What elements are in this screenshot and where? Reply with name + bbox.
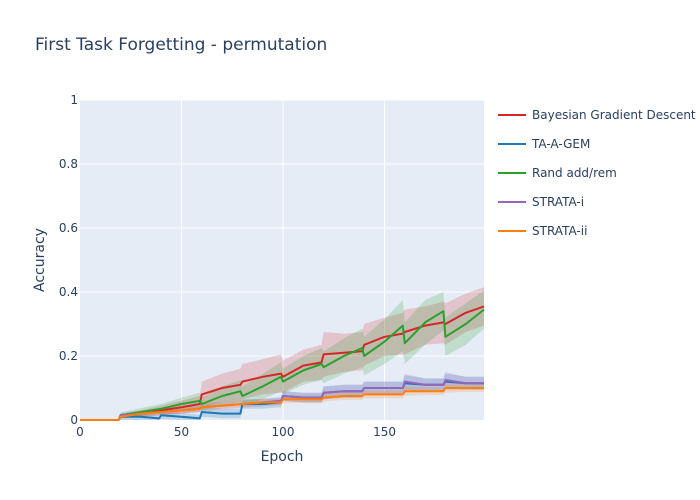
gridlines <box>80 99 484 420</box>
legend-item[interactable]: STRATA-i <box>498 195 584 209</box>
series-line <box>80 387 484 421</box>
y-tick-label: 0 <box>70 413 78 427</box>
legend-label: Rand add/rem <box>532 166 617 180</box>
x-tick-label: 100 <box>272 425 295 439</box>
x-tick-label: 50 <box>174 425 189 439</box>
x-tick-label: 150 <box>373 425 396 439</box>
y-axis-ticks: 0 0.2 0.4 0.6 0.8 1 <box>59 93 78 427</box>
y-tick-label: 0.4 <box>59 285 78 299</box>
legend-item[interactable]: STRATA-ii <box>498 224 587 238</box>
legend-label: TA-A-GEM <box>531 137 590 151</box>
series-lines <box>80 305 485 421</box>
legend-item[interactable]: TA-A-GEM <box>498 137 590 151</box>
legend-label: Bayesian Gradient Descent <box>532 108 696 122</box>
series-line <box>80 308 485 421</box>
error-band <box>80 290 484 420</box>
legend-item[interactable]: Bayesian Gradient Descent <box>498 108 696 122</box>
error-band <box>80 287 484 420</box>
legend-item[interactable]: Rand add/rem <box>498 166 617 180</box>
y-tick-label: 0.6 <box>59 221 78 235</box>
legend-label: STRATA-ii <box>532 224 587 238</box>
plot-area <box>80 100 484 420</box>
series-line <box>80 305 485 421</box>
x-axis-title: Epoch <box>261 449 304 465</box>
legend-label: STRATA-i <box>532 195 584 209</box>
y-tick-label: 1 <box>70 93 78 107</box>
y-tick-label: 0.2 <box>59 349 78 363</box>
x-axis-ticks: 0 50 100 150 <box>76 425 396 439</box>
x-tick-label: 0 <box>76 425 84 439</box>
y-tick-label: 0.8 <box>59 157 78 171</box>
y-axis-title: Accuracy <box>32 228 48 292</box>
legend[interactable]: Bayesian Gradient Descent TA-A-GEM Rand ad… <box>498 108 696 238</box>
chart-title: First Task Forgetting - permutation <box>35 35 327 55</box>
